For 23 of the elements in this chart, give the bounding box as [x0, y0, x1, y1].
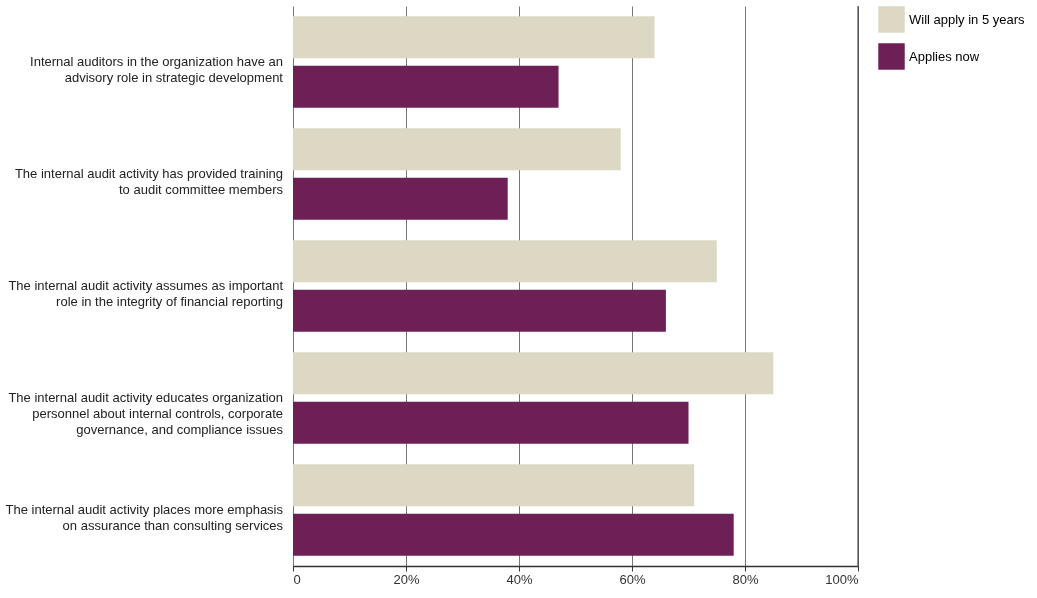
x-tick-label: 40% [506, 571, 533, 587]
bar [293, 16, 655, 59]
bar [293, 177, 508, 220]
y-tick-label: The internal audit activity educates organization personnel about internal controls, corporate governance, and compliance issues [8, 390, 284, 437]
bar [293, 128, 621, 171]
x-tick-label: 80% [732, 571, 759, 587]
bar [293, 289, 666, 332]
legend-label: Will apply in 5 years [909, 11, 1026, 27]
bar [293, 401, 689, 444]
x-tick-label: 60% [619, 571, 646, 587]
y-tick-label: The internal audit activity places more emphasis on assurance than consulting services [5, 502, 284, 533]
legend-label: Applies now [909, 48, 980, 64]
y-tick-label: The internal audit activity has provided training to audit committee members [14, 166, 284, 197]
bar [293, 352, 774, 395]
x-tick-label: 0 [293, 571, 301, 587]
x-tick-label: 100% [825, 571, 859, 587]
bar [293, 464, 695, 507]
bar [293, 65, 559, 108]
y-tick-label: Internal auditors in the organization have an advisory role in strategic development [30, 54, 284, 85]
bar [293, 513, 734, 556]
y-tick-label: The internal audit activity assumes as important role in the integrity of financial reporting [8, 278, 284, 309]
x-tick-label: 20% [393, 571, 420, 587]
bar [293, 240, 717, 283]
